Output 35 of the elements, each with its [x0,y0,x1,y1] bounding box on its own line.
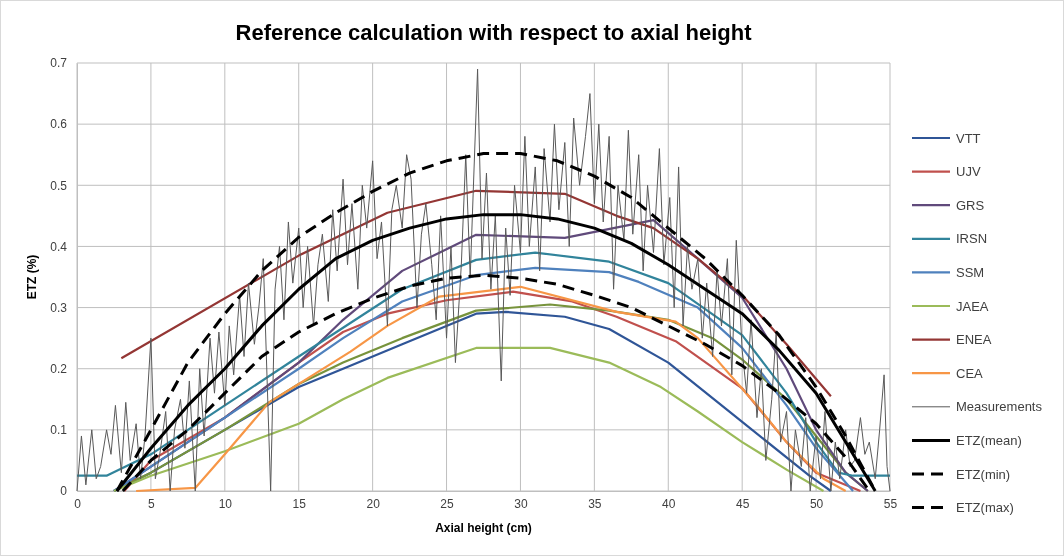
y-tick-label: 0.7 [50,56,68,71]
x-tick-label: 45 [736,496,750,511]
legend-label: CEA [956,365,984,381]
y-tick-label: 0.4 [50,239,68,254]
x-tick-label: 35 [588,496,602,511]
legend-label: JAEA [956,298,989,314]
legend-label: ETZ(max) [956,500,1014,516]
legend-label: SSM [956,264,985,280]
y-tick-label: 0.3 [50,300,68,315]
x-axis-title: Axial height (cm) [435,521,532,535]
legend-label: Measurements [956,399,1043,415]
x-tick-label: 40 [662,496,676,511]
chart-title: Reference calculation with respect to axial height [235,20,753,45]
y-tick-label: 0.1 [50,423,68,438]
x-tick-label: 30 [514,496,528,511]
y-tick-label: 0.2 [50,362,68,377]
legend-label: ENEA [956,332,992,348]
y-tick-label: 0 [60,484,68,499]
legend-label: UJV [956,164,981,180]
x-tick-label: 5 [148,496,156,511]
x-tick-label: 10 [218,496,233,511]
y-tick-label: 0.5 [50,178,68,193]
x-tick-label: 0 [74,496,82,511]
legend-label: ETZ(mean) [956,432,1022,448]
x-tick-label: 20 [366,496,381,511]
legend-label: VTT [956,130,981,146]
legend-label: IRSN [956,231,988,247]
y-axis-title: ETZ (%) [25,254,39,300]
x-tick-label: 50 [809,496,824,511]
x-tick-label: 25 [440,496,455,511]
legend-label: ETZ(min) [956,466,1011,482]
y-tick-label: 0.6 [50,117,68,132]
legend-label: GRS [956,197,985,213]
x-tick-label: 15 [292,496,307,511]
x-tick-label: 55 [883,496,898,511]
